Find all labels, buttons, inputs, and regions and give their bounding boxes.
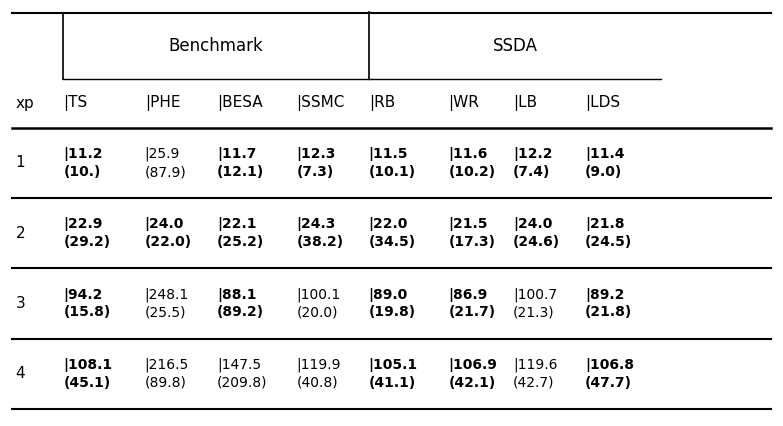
Text: |106.8
(47.7): |106.8 (47.7) <box>585 358 634 390</box>
Text: |SSMC: |SSMC <box>297 95 345 111</box>
Text: |89.2
(21.8): |89.2 (21.8) <box>585 288 633 320</box>
Text: |21.5
(17.3): |21.5 (17.3) <box>449 217 496 249</box>
Text: |11.2
(10.): |11.2 (10.) <box>63 147 103 179</box>
Text: |24.3
(38.2): |24.3 (38.2) <box>297 217 344 249</box>
Text: |105.1
(41.1): |105.1 (41.1) <box>369 358 418 390</box>
Text: |147.5
(209.8): |147.5 (209.8) <box>217 358 267 390</box>
Text: |106.9
(42.1): |106.9 (42.1) <box>449 358 497 390</box>
Text: 3: 3 <box>16 296 25 311</box>
Text: |11.6
(10.2): |11.6 (10.2) <box>449 147 496 179</box>
Text: |LDS: |LDS <box>585 95 620 111</box>
Text: |TS: |TS <box>63 95 88 111</box>
Text: |24.0
(22.0): |24.0 (22.0) <box>145 217 192 249</box>
Text: |12.3
(7.3): |12.3 (7.3) <box>297 147 336 179</box>
Text: xp: xp <box>16 96 34 111</box>
Text: |86.9
(21.7): |86.9 (21.7) <box>449 288 496 320</box>
Text: |PHE: |PHE <box>145 95 180 111</box>
Text: |21.8
(24.5): |21.8 (24.5) <box>585 217 633 249</box>
Text: SSDA: SSDA <box>493 37 537 55</box>
Text: |11.4
(9.0): |11.4 (9.0) <box>585 147 625 179</box>
Text: |LB: |LB <box>513 95 537 111</box>
Text: |119.9
(40.8): |119.9 (40.8) <box>297 358 341 390</box>
Text: Benchmark: Benchmark <box>168 37 263 55</box>
Text: |100.1
(20.0): |100.1 (20.0) <box>297 288 341 320</box>
Text: |24.0
(24.6): |24.0 (24.6) <box>513 217 560 249</box>
Text: |RB: |RB <box>369 95 395 111</box>
Text: 1: 1 <box>16 155 25 170</box>
Text: |11.7
(12.1): |11.7 (12.1) <box>217 147 264 179</box>
Text: |119.6
(42.7): |119.6 (42.7) <box>513 358 557 390</box>
Text: |100.7
(21.3): |100.7 (21.3) <box>513 288 557 320</box>
Text: |12.2
(7.4): |12.2 (7.4) <box>513 147 553 179</box>
Text: |248.1
(25.5): |248.1 (25.5) <box>145 288 189 320</box>
Text: |22.0
(34.5): |22.0 (34.5) <box>369 217 416 249</box>
Text: |11.5
(10.1): |11.5 (10.1) <box>369 147 416 179</box>
Text: 4: 4 <box>16 366 25 381</box>
Text: |22.9
(29.2): |22.9 (29.2) <box>63 217 110 249</box>
Text: |BESA: |BESA <box>217 95 262 111</box>
Text: |22.1
(25.2): |22.1 (25.2) <box>217 217 264 249</box>
Text: |94.2
(15.8): |94.2 (15.8) <box>63 288 110 320</box>
Text: |88.1
(89.2): |88.1 (89.2) <box>217 288 264 320</box>
Text: 2: 2 <box>16 226 25 241</box>
Text: |108.1
(45.1): |108.1 (45.1) <box>63 358 113 390</box>
Text: |89.0
(19.8): |89.0 (19.8) <box>369 288 416 320</box>
Text: |216.5
(89.8): |216.5 (89.8) <box>145 358 189 390</box>
Text: |25.9
(87.9): |25.9 (87.9) <box>145 147 186 179</box>
Text: |WR: |WR <box>449 95 479 111</box>
